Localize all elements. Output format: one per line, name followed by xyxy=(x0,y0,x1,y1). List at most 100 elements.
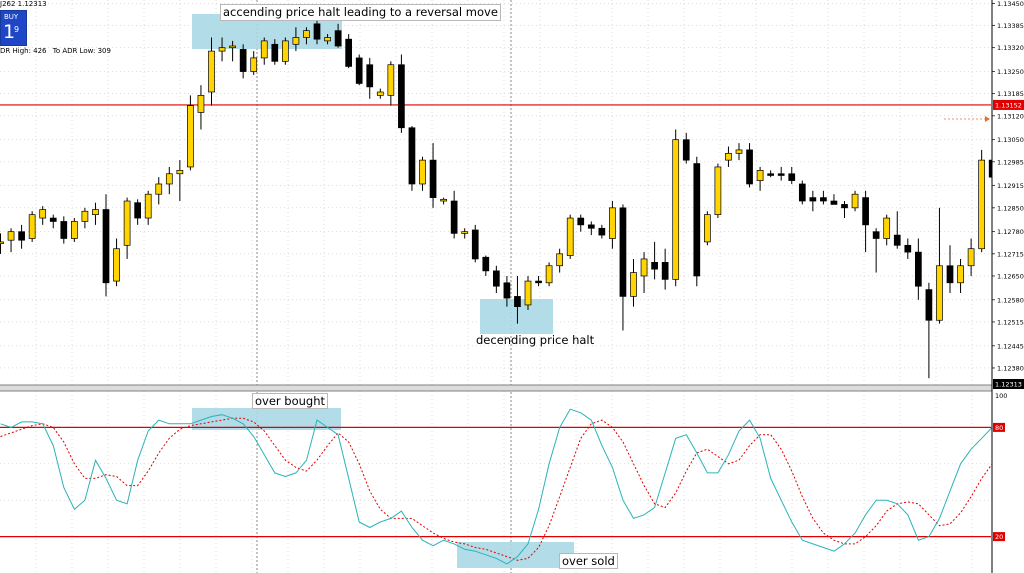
price-tick-label: 1.12780 xyxy=(997,228,1024,236)
candle xyxy=(746,143,753,188)
candle xyxy=(630,258,637,307)
bull-candle-body xyxy=(756,170,764,181)
bear-candle-body xyxy=(60,221,68,239)
bear-candle-body xyxy=(788,173,796,181)
buy-button[interactable]: BUY 1 9 xyxy=(0,10,27,46)
bear-candle-body xyxy=(271,43,279,62)
stochastic-main-line xyxy=(0,408,993,565)
ascending-annotation: accending price halt leading to a revers… xyxy=(220,4,501,21)
price-tick-label: 1.12515 xyxy=(997,318,1024,326)
adr-low: To ADR Low: 309 xyxy=(52,47,111,55)
candle xyxy=(187,95,194,171)
bear-candle-body xyxy=(862,197,869,226)
candle xyxy=(893,211,901,249)
candle xyxy=(535,275,542,287)
bear-candle-body xyxy=(820,197,827,202)
candle xyxy=(767,170,775,178)
oversold-highlight xyxy=(457,542,574,568)
bear-candle-body xyxy=(893,234,901,246)
candle xyxy=(429,143,437,208)
symbol-info: J262 1.12313 xyxy=(0,0,47,8)
bear-candle-body xyxy=(482,256,490,272)
bull-candle-body xyxy=(609,207,616,239)
bull-candle-body xyxy=(28,214,36,239)
bull-candle-body xyxy=(113,248,120,282)
bull-candle-body xyxy=(566,217,574,256)
candle xyxy=(28,211,36,242)
candle xyxy=(408,126,416,191)
price-tick-label: 1.12580 xyxy=(997,296,1024,304)
bear-candle-body xyxy=(102,209,110,284)
bull-candle-body xyxy=(703,214,711,243)
candle xyxy=(756,166,764,191)
price-tick-label: 1.13120 xyxy=(997,112,1024,120)
bear-candle-body xyxy=(693,163,701,277)
bear-candle-body xyxy=(535,280,542,284)
candle xyxy=(155,177,163,205)
candle xyxy=(609,201,616,249)
overbought-annotation: over bought xyxy=(252,393,329,409)
candle xyxy=(598,224,606,239)
candle xyxy=(883,214,891,246)
candle xyxy=(419,156,426,191)
candle xyxy=(49,214,57,229)
bull-candle-body xyxy=(967,248,975,267)
resistance-tag-label: 1.13152 xyxy=(995,101,1022,109)
bear-candle-body xyxy=(239,49,247,72)
candle xyxy=(102,194,110,297)
stochastic-level-label: 80 xyxy=(995,424,1003,432)
candle xyxy=(482,255,490,276)
candle xyxy=(398,54,405,133)
bull-candle-body xyxy=(957,265,964,284)
candle xyxy=(777,166,785,181)
bear-candle-body xyxy=(746,149,753,185)
candle xyxy=(798,180,806,205)
bear-candle-body xyxy=(49,217,57,222)
candle xyxy=(345,34,352,69)
bull-candle-body xyxy=(218,47,226,52)
candle xyxy=(461,228,469,239)
bull-candle-body xyxy=(7,231,15,241)
candle xyxy=(123,197,131,259)
bear-candle-body xyxy=(661,261,669,280)
bear-candle-body xyxy=(450,200,458,234)
candle xyxy=(70,218,78,242)
candle xyxy=(682,132,690,164)
horizontal-lines xyxy=(0,104,991,538)
candle xyxy=(81,207,89,229)
bull-candle-body xyxy=(936,265,943,321)
candle xyxy=(672,129,680,287)
candle xyxy=(904,238,912,259)
candle xyxy=(282,37,289,65)
candle xyxy=(260,37,268,65)
bear-candle-body xyxy=(408,127,416,185)
bull-candle-body xyxy=(524,280,532,306)
price-tick-label: 1.13250 xyxy=(997,68,1024,76)
price-tick-label: 1.12850 xyxy=(997,204,1024,212)
stochastic-level-tag xyxy=(993,422,1005,432)
candle xyxy=(978,149,986,253)
bull-candle-body xyxy=(165,173,173,185)
highlight-zones xyxy=(192,14,574,568)
price-tick-label: 1.13385 xyxy=(997,22,1024,30)
bear-candle-body xyxy=(398,64,405,129)
candle xyxy=(957,258,964,294)
candle xyxy=(197,85,205,130)
bull-candle-body xyxy=(440,198,447,202)
price-tick-label: 1.13320 xyxy=(997,44,1024,52)
stochastic-top-label: 100 xyxy=(995,392,1007,400)
candle xyxy=(324,34,331,45)
bull-candle-body xyxy=(545,265,553,284)
bull-candle-body xyxy=(461,231,469,234)
candle xyxy=(7,228,15,253)
bull-candle-body xyxy=(376,91,384,96)
price-tick-label: 1.12380 xyxy=(997,364,1024,372)
bear-candle-body xyxy=(619,207,627,297)
candle xyxy=(165,166,173,195)
bull-candle-body xyxy=(123,200,131,246)
candle xyxy=(239,44,247,79)
candle xyxy=(503,275,511,307)
stochastic-lines xyxy=(0,408,993,565)
bull-candle-body xyxy=(851,193,859,209)
